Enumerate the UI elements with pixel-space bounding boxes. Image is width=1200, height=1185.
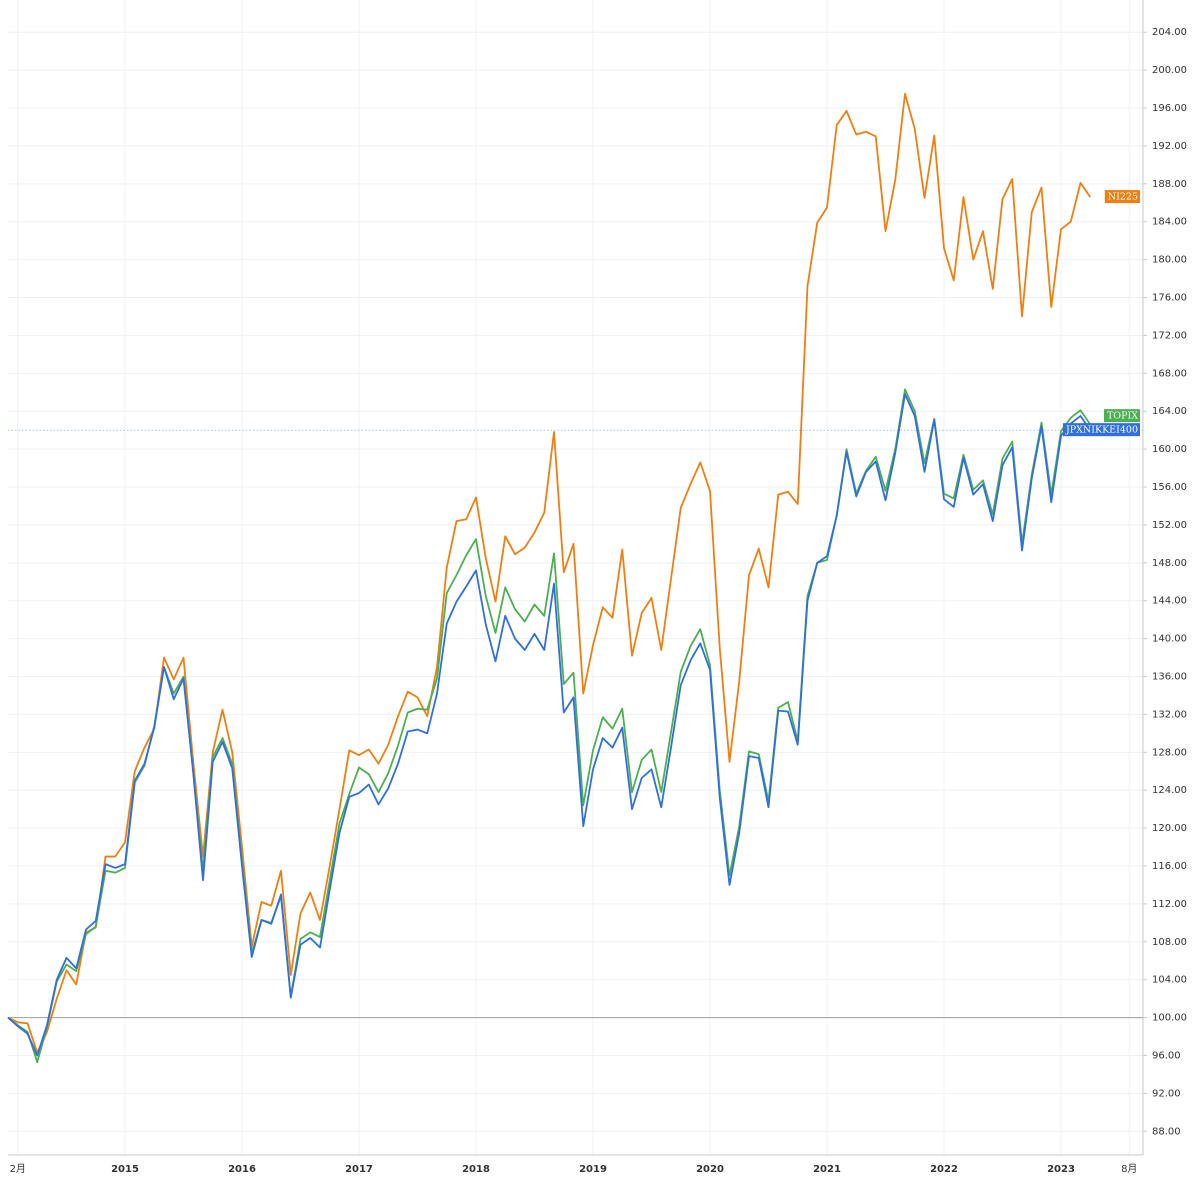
- x-tick-label: 2019: [579, 1164, 607, 1175]
- y-tick-label: 156.00: [1152, 482, 1187, 493]
- legend-label: NI225: [1108, 192, 1138, 203]
- y-tick-label: 104.00: [1152, 975, 1187, 986]
- y-tick-label: 100.00: [1152, 1013, 1187, 1024]
- x-tick-label: 2017: [345, 1164, 373, 1175]
- series-tag: NI225: [1104, 190, 1140, 204]
- y-tick-label: 132.00: [1152, 709, 1187, 720]
- y-tick-label: 184.00: [1152, 217, 1187, 228]
- tag-box: [1103, 409, 1140, 423]
- y-tick-label: 140.00: [1152, 634, 1187, 645]
- tag-box: [1062, 423, 1140, 437]
- y-tick-label: 148.00: [1152, 558, 1187, 569]
- y-tick-label: 192.00: [1152, 141, 1187, 152]
- grid: [8, 0, 1143, 1155]
- y-tick-label: 96.00: [1152, 1051, 1181, 1062]
- y-tick-label: 144.00: [1152, 596, 1187, 607]
- series-line: [7, 388, 1091, 1064]
- series-line: [7, 92, 1091, 1054]
- y-tick-label: 160.00: [1152, 444, 1187, 455]
- y-tick-label: 180.00: [1152, 255, 1187, 266]
- y-tick-label: 88.00: [1152, 1126, 1181, 1137]
- y-tick-label: 168.00: [1152, 368, 1187, 379]
- y-tick-label: 200.00: [1152, 65, 1187, 76]
- x-tick-label: 2月: [10, 1163, 26, 1175]
- y-tick-label: 108.00: [1152, 937, 1187, 948]
- tag-box: [1104, 190, 1140, 204]
- y-tick-label: 176.00: [1152, 293, 1187, 304]
- y-tick-label: 124.00: [1152, 785, 1187, 796]
- y-tick-label: 204.00: [1152, 27, 1187, 38]
- x-tick-label: 8月: [1121, 1163, 1137, 1175]
- x-tick-label: 2023: [1047, 1164, 1075, 1175]
- y-tick-label: 128.00: [1152, 747, 1187, 758]
- y-tick-label: 92.00: [1152, 1088, 1181, 1099]
- legend-label: JPXNIKKEI400: [1065, 425, 1138, 436]
- series-tag: TOPIX: [1103, 409, 1140, 423]
- x-tick-label: 2020: [696, 1164, 724, 1175]
- series-tag: JPXNIKKEI400: [1062, 423, 1140, 437]
- x-tick-label: 2015: [111, 1164, 139, 1175]
- y-tick-label: 196.00: [1152, 103, 1187, 114]
- x-tick-label: 2016: [228, 1164, 256, 1175]
- y-tick-label: 120.00: [1152, 823, 1187, 834]
- y-tick-label: 112.00: [1152, 899, 1187, 910]
- y-tick-label: 164.00: [1152, 406, 1187, 417]
- y-tick-label: 172.00: [1152, 330, 1187, 341]
- y-tick-label: 116.00: [1152, 861, 1187, 872]
- x-tick-label: 2021: [813, 1164, 841, 1175]
- y-tick-label: 188.00: [1152, 179, 1187, 190]
- x-tick-label: 2018: [462, 1164, 490, 1175]
- y-tick-label: 136.00: [1152, 672, 1187, 683]
- series-line: [7, 393, 1091, 1057]
- legend-label: TOPIX: [1107, 411, 1138, 422]
- y-tick-label: 152.00: [1152, 520, 1187, 531]
- x-tick-label: 2022: [930, 1164, 958, 1175]
